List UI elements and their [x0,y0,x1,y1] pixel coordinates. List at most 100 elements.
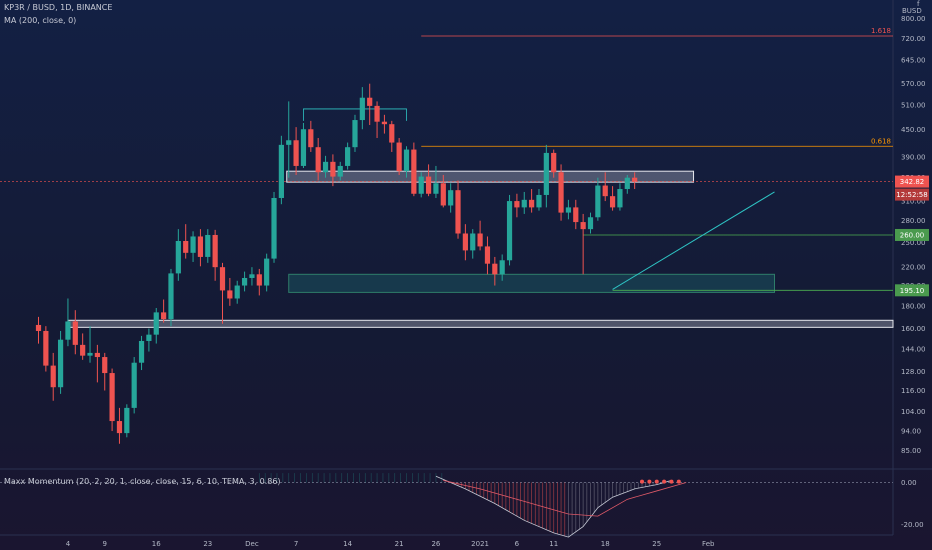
candle-body [190,236,196,253]
candle-body [433,183,439,194]
countdown-tag: 12:52:58 [896,191,927,199]
candle-body [609,196,616,208]
date-tick-label: 16 [152,540,161,548]
symbol-title: KP3R / BUSD, 1D, BINANCE [4,3,113,12]
momentum-slow-line [443,480,687,517]
last-price-tag: 342.82 [900,178,925,186]
price-tick-label: 116.00 [901,387,926,395]
price-tick-label: 310.00 [901,198,926,206]
candle-body [205,234,211,257]
candle-body [94,352,100,358]
price-tick-label: 94.00 [901,428,921,436]
candle-body [256,274,262,286]
candle-body [536,194,542,208]
candle-body [219,267,226,291]
candle-body [617,189,623,208]
candle-body [484,246,491,264]
candle-body [183,240,189,253]
momentum-marker [654,479,659,484]
demand-zone [288,273,775,293]
price-tick-label: 570.00 [901,80,926,88]
range-marker [303,108,407,121]
price-tick-label: 144.00 [901,345,926,353]
price-tick-label: 450.00 [901,126,926,134]
candle-body [50,365,56,388]
candle-body [440,183,446,206]
last-price-tag-bg [895,175,929,188]
candle-body [337,165,343,177]
support-zone [67,319,894,328]
candle-body [359,97,365,121]
candle-body [175,240,181,274]
candle-body [418,176,424,194]
momentum-marker [640,479,645,484]
momentum-marker [647,479,652,484]
momentum-marker [662,479,667,484]
ascending-trendline [612,191,775,290]
candle-body [168,273,174,320]
date-tick-label: 21 [395,540,404,548]
candle-body [197,236,204,257]
candle-body [448,190,454,206]
candle-body [580,222,586,230]
candle-body [462,233,468,251]
date-tick-label: 4 [66,540,71,548]
candle-body [381,121,388,125]
fib-0618-label: 0.618 [871,137,891,145]
ma-legend: MA (200, close, 0) [4,16,77,25]
candle-body [102,357,108,374]
level-260-tag: 260.00 [900,231,925,239]
candle-body [499,260,505,275]
candle-body [212,234,218,268]
price-tick-label: 160.00 [901,325,926,333]
candle-body [300,129,307,166]
momentum-fast-line [435,475,672,538]
price-tick-label: 720.00 [901,35,926,43]
date-tick-label: 23 [203,540,212,548]
candle-body [374,105,380,122]
candle-body [234,285,240,299]
candle-body [411,149,417,194]
date-tick-label: 9 [103,540,107,548]
candle-body [514,201,520,208]
candle-body [146,334,152,341]
candle-body [308,129,314,148]
candle-body [558,172,564,213]
date-tick-label: 25 [652,540,661,548]
candle-body [352,120,358,148]
candle-body [278,144,284,198]
candle-body [153,312,159,335]
candle-body [425,176,432,194]
date-tick-label: Feb [702,540,715,548]
candle-body [72,321,78,345]
candle-body [80,344,86,356]
candle-body [286,140,292,145]
candle-body [35,324,42,331]
date-tick-label: 26 [431,540,440,548]
candle-body [565,207,572,213]
candle-body [455,190,461,234]
candle-body [396,142,402,172]
candle-body [322,161,329,173]
candle-body [492,263,498,275]
candle-body [161,312,167,320]
candle-body [227,290,233,299]
candle-body [116,421,123,434]
price-tick-label: 800.00 [901,15,926,23]
candle-body [573,207,579,223]
candle-body [264,258,270,286]
price-tick-label: 104.00 [901,408,926,416]
candle-body [543,152,549,195]
candle-body [367,97,373,106]
candle-body [293,140,299,166]
date-tick-label: 6 [515,540,520,548]
momentum-marker [676,479,681,484]
candle-body [506,201,513,261]
currency-icon: f [917,0,920,8]
candle-body [271,197,277,259]
candle-body [43,330,49,366]
price-tick-label: 280.00 [901,217,926,225]
candle-body [65,321,71,340]
